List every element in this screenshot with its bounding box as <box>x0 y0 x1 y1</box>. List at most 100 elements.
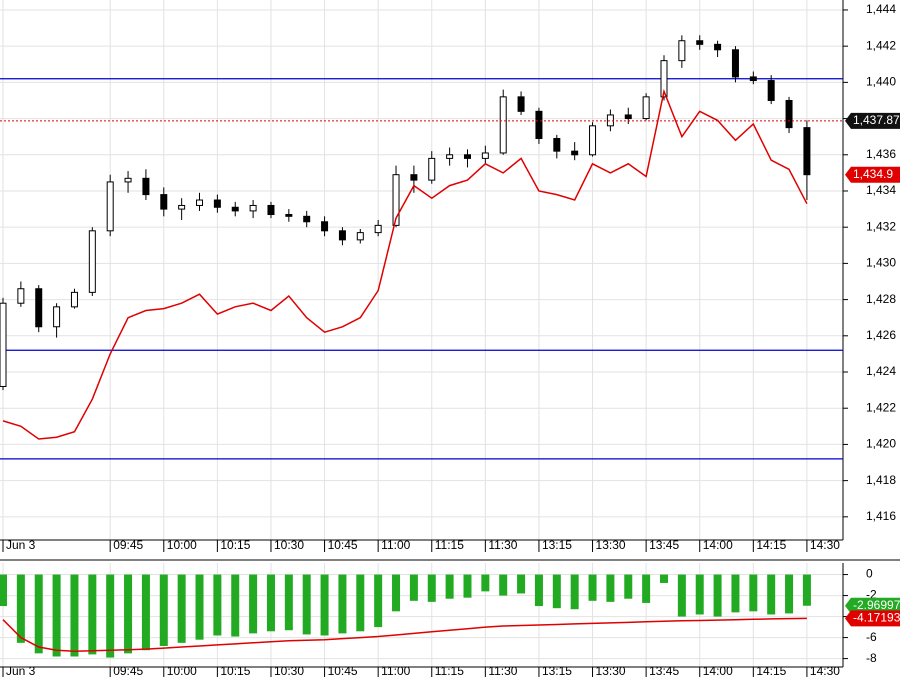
candle-body <box>499 96 507 154</box>
candle-body <box>249 204 257 212</box>
x-tick-label: 11:00 <box>381 664 410 677</box>
histogram-bar <box>302 574 311 635</box>
x-tick-label: Jun 3 <box>6 538 36 552</box>
histogram-bar <box>338 574 347 634</box>
y-tick-label: 1,430 <box>866 256 896 270</box>
x-tick-label: 10:15 <box>220 538 250 552</box>
histogram-bar <box>34 574 43 654</box>
x-tick-label: 14:00 <box>703 538 733 552</box>
candle-body <box>803 127 811 176</box>
histogram-bar <box>767 574 776 615</box>
y-tick-label: 1,424 <box>866 364 896 378</box>
marker-box <box>845 610 900 627</box>
histogram-bar <box>517 574 526 594</box>
x-tick-label: 13:30 <box>596 538 626 552</box>
candle-body <box>731 49 739 78</box>
x-tick-label: 14:15 <box>756 538 786 552</box>
histogram-bar <box>624 574 633 599</box>
candle-body <box>160 194 168 210</box>
x-tick-label: 14:30 <box>810 664 840 677</box>
histogram-bar <box>213 574 222 636</box>
x-tick-label: 11:15 <box>435 538 464 552</box>
x-tick-label: 11:00 <box>381 538 410 552</box>
candle-body <box>714 43 722 51</box>
y-tick-label: 1,420 <box>866 437 896 451</box>
candle-body <box>285 214 293 217</box>
candle-body <box>142 177 150 196</box>
candle-body <box>410 174 418 181</box>
histogram-bar <box>266 574 275 632</box>
marker-label: 1,434.9 <box>853 167 893 181</box>
candle-body <box>624 114 632 120</box>
histogram-bar <box>195 574 204 640</box>
candle-body <box>696 40 704 45</box>
x-tick-label: 10:45 <box>328 538 358 552</box>
candle-body <box>231 206 239 212</box>
x-tick-label: 14:00 <box>703 664 733 677</box>
candle-body <box>749 76 757 82</box>
candle-body <box>196 199 204 206</box>
candle-body <box>428 157 436 181</box>
histogram-bar <box>785 574 794 614</box>
histogram-bar <box>534 574 543 607</box>
candle-body <box>303 215 311 223</box>
marker-label: -2.96997 <box>853 598 900 612</box>
y-tick-label: 1,416 <box>866 509 896 523</box>
histogram-bar <box>374 574 383 628</box>
x-tick-label: 13:45 <box>649 664 679 677</box>
x-tick-label: 13:30 <box>596 664 626 677</box>
candle-body <box>517 96 525 112</box>
candle-body <box>374 224 382 234</box>
marker-box <box>845 112 900 129</box>
x-tick-label: 11:30 <box>488 664 517 677</box>
histogram-bar <box>356 574 365 632</box>
candle-body <box>106 181 114 232</box>
x-tick-label: 13:15 <box>542 538 572 552</box>
candle-body <box>481 152 489 159</box>
y-tick-label: 1,426 <box>866 328 896 342</box>
histogram-bar <box>677 574 686 617</box>
histogram-bar <box>695 574 704 615</box>
candle-body <box>321 221 329 232</box>
x-tick-label: 14:15 <box>756 664 786 677</box>
x-tick-label: 10:00 <box>167 664 197 677</box>
y-tick-label: 1,418 <box>866 473 896 487</box>
candle-body <box>606 114 614 127</box>
overlay-line <box>2 88 808 440</box>
histogram-bar <box>552 574 561 609</box>
histogram-bar <box>445 574 454 599</box>
candle-body <box>35 288 43 328</box>
x-tick-label: 11:15 <box>435 664 464 677</box>
y-tick-label: 1,434 <box>866 183 896 197</box>
candle-body <box>338 230 346 241</box>
candle-body <box>446 154 454 159</box>
candle-body <box>0 302 7 387</box>
histogram-bar <box>802 574 811 606</box>
candle-body <box>178 204 186 210</box>
x-tick-label: 10:15 <box>220 664 250 677</box>
candle-body <box>535 110 543 139</box>
histogram-bar <box>499 574 508 596</box>
histogram-bar <box>141 574 150 651</box>
candle-body <box>213 199 221 208</box>
y-tick-label: 1,428 <box>866 292 896 306</box>
histogram-bar <box>463 574 472 598</box>
histogram-bar <box>713 574 722 617</box>
histogram-bar <box>659 574 668 583</box>
candle-body <box>392 174 400 226</box>
candle-body <box>17 288 25 304</box>
histogram-bar <box>481 574 490 592</box>
x-tick-label: Jun 3 <box>6 664 36 677</box>
histogram-bar <box>284 574 293 631</box>
histogram-bar <box>427 574 436 602</box>
x-tick-label: 10:30 <box>274 538 304 552</box>
y-tick-label: 1,440 <box>866 75 896 89</box>
x-tick-label: 13:15 <box>542 664 572 677</box>
x-tick-label: 10:00 <box>167 538 197 552</box>
candle-body <box>70 291 78 308</box>
x-tick-label: 10:30 <box>274 664 304 677</box>
histogram-bar <box>320 574 329 636</box>
candle-body <box>53 306 61 328</box>
